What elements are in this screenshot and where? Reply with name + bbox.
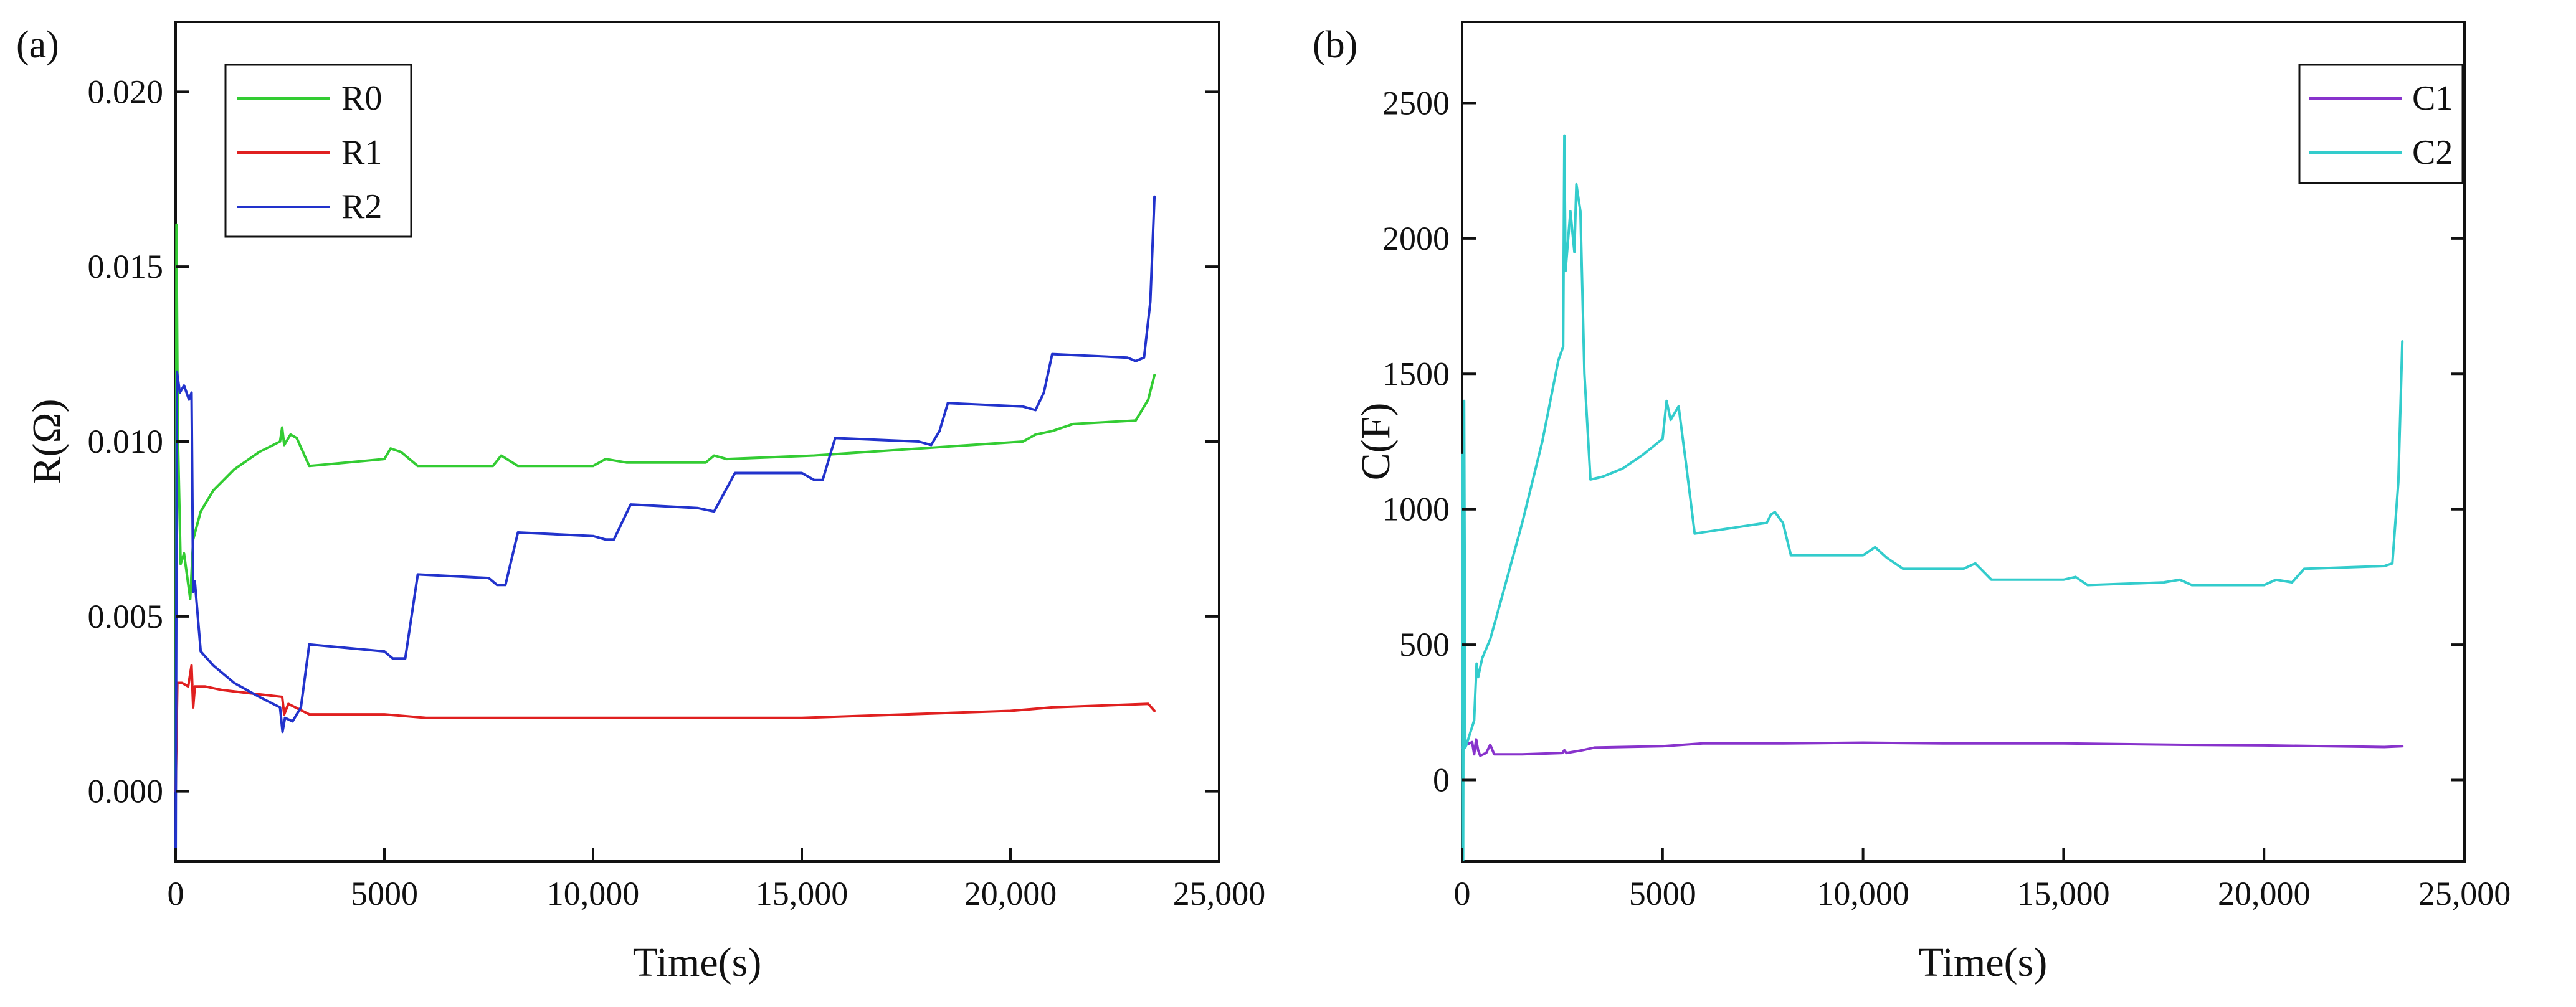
y-tick-label: 0.010 — [88, 423, 164, 460]
panel-a-data-layer — [174, 195, 1156, 861]
panel-a-label: (a) — [16, 24, 59, 66]
y-tick-label: 0.015 — [88, 248, 164, 285]
series-line-r2 — [174, 195, 1156, 861]
panel-b-ticks: 0 5000 10,000 15,000 20,000 25,000 0 500 1000 150… — [1382, 84, 2511, 912]
y-tick-label: 500 — [1399, 626, 1450, 663]
x-tick-label: 25,000 — [2418, 875, 2511, 912]
x-tick-label: 0 — [1454, 875, 1471, 912]
x-tick-label: 25,000 — [1173, 875, 1266, 912]
x-tick-label: 20,000 — [964, 875, 1057, 912]
panel-a-ticks: 0 5000 10,000 15,000 20,000 25,000 0.000 0.005 0… — [88, 73, 1266, 912]
panel-b-data-layer — [1461, 134, 2404, 861]
series-line-c1 — [1461, 738, 2404, 757]
series-line-c2 — [1461, 134, 2404, 861]
legend-label-r0: R0 — [341, 79, 382, 118]
y-tick-label: 0.000 — [88, 773, 164, 810]
y-tick-label: 2000 — [1382, 220, 1450, 257]
y-tick-label: 0.020 — [88, 73, 164, 110]
y-tick-label: 0.005 — [88, 598, 164, 635]
legend-label-c1: C1 — [2412, 79, 2453, 118]
panel-b-legend-box — [2298, 64, 2464, 184]
panel-a-legend-box — [224, 64, 412, 238]
series-line-r0 — [174, 223, 1156, 793]
y-tick-label: 0 — [1433, 762, 1450, 799]
x-tick-label: 5000 — [1629, 875, 1696, 912]
panel-b-y-axis-title: C(F) — [1353, 403, 1399, 481]
y-tick-label: 1000 — [1382, 491, 1450, 528]
panel-b-frame — [1461, 21, 2466, 863]
x-tick-label: 20,000 — [2218, 875, 2311, 912]
legend-label-r2: R2 — [341, 187, 382, 226]
legend-label-c2: C2 — [2412, 133, 2453, 172]
panel-a-x-axis-title: Time(s) — [633, 940, 762, 985]
panel-b-label: (b) — [1313, 24, 1357, 66]
panel-b-legend: C1 C2 — [2298, 64, 2464, 184]
legend-label-r1: R1 — [341, 133, 382, 172]
x-tick-label: 15,000 — [756, 875, 848, 912]
x-tick-label: 10,000 — [547, 875, 640, 912]
y-tick-label: 2500 — [1382, 84, 1450, 121]
series-line-r1 — [174, 664, 1156, 793]
x-tick-label: 5000 — [351, 875, 418, 912]
panel-a-y-axis-title: R(Ω) — [24, 399, 70, 484]
x-tick-label: 10,000 — [1817, 875, 1909, 912]
panel-b-capacitance-chart: (b) 0 5000 10,000 15,000 20,000 25,000 0 500 100… — [1313, 21, 2511, 985]
panel-a-resistance-chart: (a) 0 5000 10,000 15,000 20,000 25,000 0.000 0.… — [16, 21, 1266, 985]
y-tick-label: 1500 — [1382, 355, 1450, 392]
x-tick-label: 15,000 — [2017, 875, 2110, 912]
panel-b-x-axis-title: Time(s) — [1919, 940, 2048, 985]
panel-a-legend: R0 R1 R2 — [224, 64, 412, 238]
x-tick-label: 0 — [168, 875, 184, 912]
